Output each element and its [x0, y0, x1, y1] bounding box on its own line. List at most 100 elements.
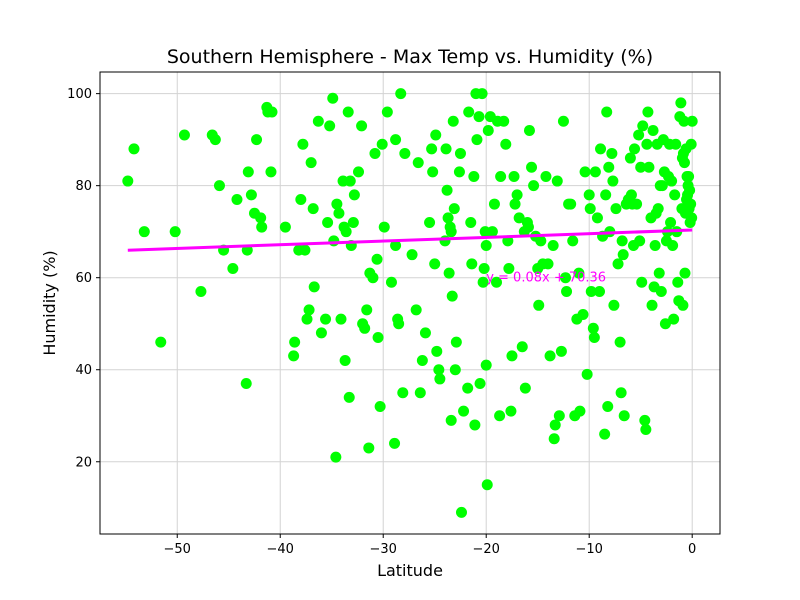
data-point: [369, 147, 381, 159]
data-point: [439, 235, 451, 247]
data-point: [299, 244, 311, 256]
data-point: [649, 239, 661, 251]
data-point: [548, 433, 560, 445]
data-point: [533, 299, 545, 311]
data-point: [427, 166, 439, 178]
data-point: [656, 180, 668, 192]
data-point: [508, 170, 520, 182]
data-point: [429, 258, 441, 270]
data-point: [138, 226, 150, 238]
data-point: [513, 212, 525, 224]
data-point: [665, 216, 677, 228]
data-point: [523, 124, 535, 136]
data-point: [397, 387, 409, 399]
data-point: [652, 203, 664, 215]
data-point: [481, 479, 493, 491]
data-point: [587, 322, 599, 334]
data-point: [455, 506, 467, 518]
data-point: [516, 341, 528, 353]
data-point: [361, 304, 373, 316]
data-point: [551, 175, 563, 187]
data-point: [610, 203, 622, 215]
data-point: [668, 313, 680, 325]
data-point: [374, 401, 386, 413]
data-point: [468, 170, 480, 182]
data-point: [679, 267, 691, 279]
data-point: [678, 115, 690, 127]
data-point: [390, 239, 402, 251]
plot-frame: [99, 71, 721, 535]
data-point: [495, 170, 507, 182]
data-point: [612, 258, 624, 270]
data-point: [506, 350, 518, 362]
data-point: [565, 198, 577, 210]
data-point: [528, 180, 540, 192]
data-point: [312, 115, 324, 127]
data-point: [498, 115, 510, 127]
data-point: [672, 276, 684, 288]
data-point: [519, 382, 531, 394]
data-point: [511, 189, 523, 201]
data-point: [594, 285, 606, 297]
data-point: [445, 226, 457, 238]
data-point: [589, 166, 601, 178]
data-point: [348, 189, 360, 201]
data-point: [686, 212, 698, 224]
data-point: [595, 143, 607, 155]
data-point: [469, 419, 481, 431]
data-point: [522, 221, 534, 233]
data-point: [195, 285, 207, 297]
data-point: [555, 345, 567, 357]
data-point: [648, 281, 660, 293]
data-point: [327, 92, 339, 104]
data-point: [433, 364, 445, 376]
data-point: [303, 304, 315, 316]
data-point: [390, 134, 402, 146]
data-point: [344, 175, 356, 187]
data-point: [579, 166, 591, 178]
data-point: [581, 368, 593, 380]
data-point: [600, 189, 612, 201]
data-point: [670, 138, 682, 150]
data-point: [315, 327, 327, 339]
data-point: [347, 216, 359, 228]
data-point: [449, 364, 461, 376]
data-point: [618, 410, 630, 422]
data-point: [416, 355, 428, 367]
data-point: [399, 147, 411, 159]
data-point: [476, 88, 488, 100]
data-point: [505, 405, 517, 417]
data-point: [426, 143, 438, 155]
data-point: [488, 198, 500, 210]
data-point: [289, 336, 301, 348]
chart-title: Southern Hemisphere - Max Temp vs. Humid…: [167, 46, 653, 68]
data-point: [642, 106, 654, 118]
data-point: [445, 414, 457, 426]
data-point: [560, 272, 572, 284]
data-point: [635, 161, 647, 173]
data-point: [585, 285, 597, 297]
data-point: [343, 391, 355, 403]
data-point: [641, 138, 653, 150]
data-point: [122, 175, 134, 187]
data-point: [509, 198, 521, 210]
data-point: [308, 281, 320, 293]
data-point: [602, 401, 614, 413]
y-tick-label: 80: [75, 179, 92, 194]
data-point: [128, 143, 140, 155]
data-point: [677, 299, 689, 311]
data-point: [474, 378, 486, 390]
data-point: [288, 350, 300, 362]
data-point: [614, 336, 626, 348]
data-point: [577, 309, 589, 321]
y-tick-label: 100: [67, 87, 92, 102]
data-point: [209, 134, 221, 146]
data-point: [573, 267, 585, 279]
data-point: [547, 239, 559, 251]
data-point: [588, 332, 600, 344]
data-point: [647, 124, 659, 136]
data-point: [606, 147, 618, 159]
data-point: [356, 120, 368, 132]
data-point: [639, 414, 651, 426]
